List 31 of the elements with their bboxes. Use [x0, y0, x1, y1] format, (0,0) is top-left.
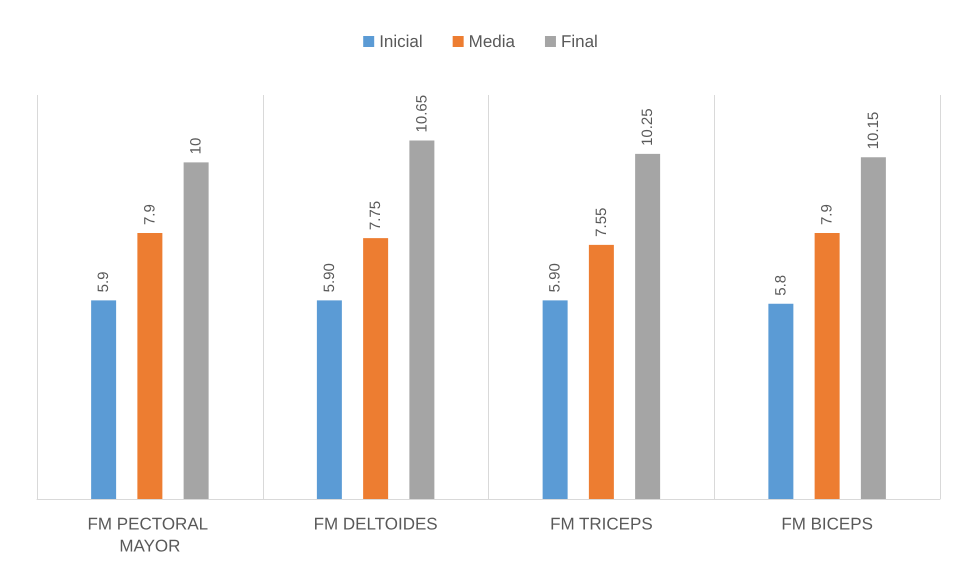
bar [184, 162, 209, 499]
data-label: 10.15 [864, 112, 882, 150]
data-label: 5.90 [320, 263, 338, 292]
data-label: 7.75 [367, 200, 384, 230]
bar [137, 233, 162, 499]
x-tick-label: FM PECTORAL MAYOR [88, 514, 212, 556]
data-label: 5.90 [546, 263, 564, 292]
bar [316, 300, 342, 499]
x-tick-label: FM DELTOIDES [314, 514, 438, 534]
data-label: 10.25 [639, 108, 656, 146]
bar [635, 154, 660, 499]
bar [588, 244, 614, 499]
x-tick-label: FM BICEPS [781, 514, 873, 534]
data-label: 7.55 [592, 208, 610, 237]
data-label: 5.9 [95, 272, 112, 292]
bar [91, 300, 116, 499]
legend-label: Final [560, 32, 598, 51]
bar [409, 140, 434, 499]
bar [542, 300, 568, 499]
legend-label: Media [468, 32, 516, 51]
bar [768, 304, 794, 499]
data-label: 5.8 [772, 274, 790, 296]
legend-label: Inicial [379, 32, 423, 51]
x-tick-label: FM TRICEPS [550, 514, 653, 534]
data-label: 10 [188, 138, 205, 154]
data-label: 7.9 [818, 204, 836, 226]
data-label: 10.65 [413, 94, 430, 132]
data-label: 7.9 [141, 204, 158, 226]
bar [363, 238, 388, 499]
bar [860, 157, 886, 499]
bar [814, 233, 840, 499]
